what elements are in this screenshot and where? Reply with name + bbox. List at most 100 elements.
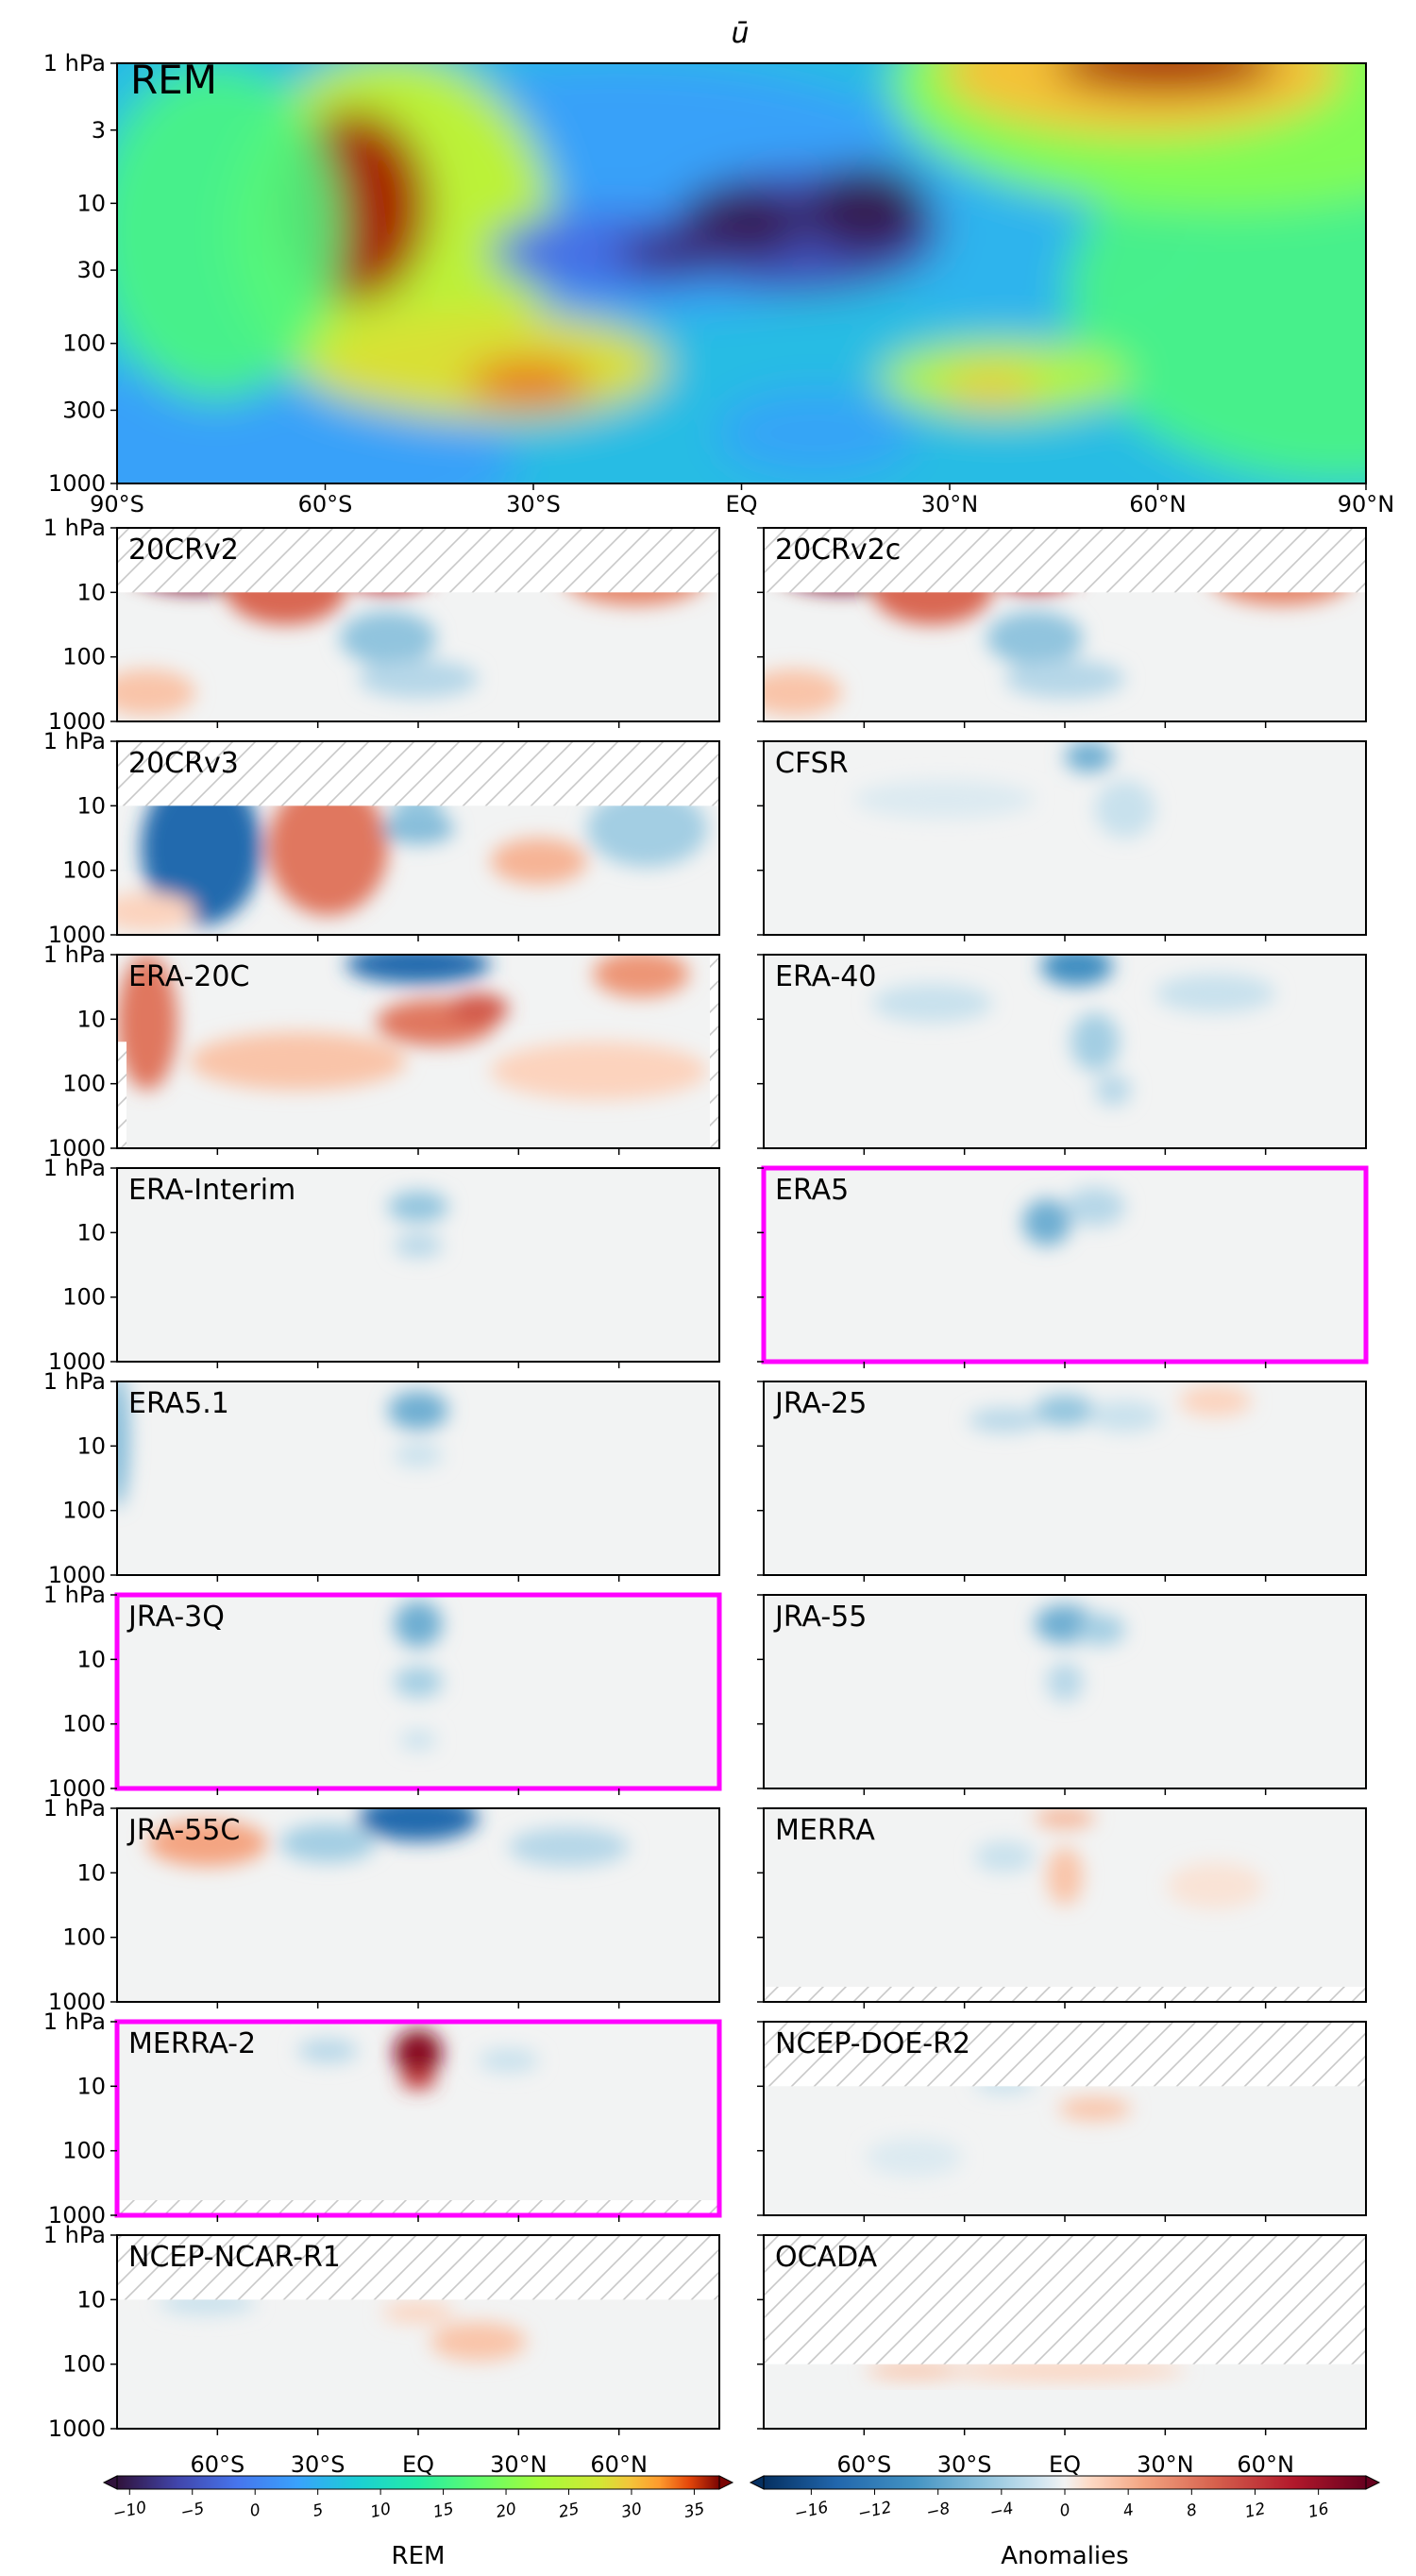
- anomaly-panel: ERA-40: [757, 954, 1367, 1155]
- rem-x-tick-label: 90°S: [90, 491, 144, 517]
- anomaly-y-tick-label: 1000: [48, 1989, 106, 2015]
- colorbar-tick-label: 8: [1185, 2500, 1199, 2521]
- rem-x-tick-label: 60°N: [1129, 491, 1187, 517]
- anomaly-panel-label: OCADA: [775, 2241, 878, 2274]
- anomaly-y-tick-label: 10: [76, 2286, 106, 2313]
- anomaly-y-tick-label: 1 hPa: [43, 728, 106, 754]
- rem-x-tick-label: 30°N: [921, 491, 979, 517]
- anomaly-y-tick-label: 1000: [48, 2415, 106, 2442]
- anomaly-panel: ERA-20C 1 hPa 10 100 1000: [43, 941, 720, 1161]
- anomaly-y-tick-label: 1000: [48, 1135, 106, 1161]
- anomaly-panel-label: 20CRv3: [128, 747, 239, 780]
- anomaly-y-tick-label: 100: [62, 1498, 106, 1524]
- anomaly-x-tick-label: 30°S: [937, 2451, 992, 2478]
- anomaly-y-tick-label: 100: [62, 1071, 106, 1097]
- colorbar-tick-label: 25: [557, 2500, 581, 2522]
- anomaly-x-tick-label: 30°N: [1137, 2451, 1194, 2478]
- anomaly-panel: CFSR: [757, 740, 1367, 941]
- anomaly-panel: ERA-Interim 1 hPa 10 100 1000: [43, 1155, 720, 1375]
- colorbar-tick-label: 10: [369, 2500, 393, 2522]
- anomaly-y-tick-label: 100: [62, 857, 106, 884]
- anomaly-y-tick-label: 10: [76, 2073, 106, 2099]
- anomaly-x-tick-label: 60°S: [836, 2451, 891, 2478]
- anomaly-panel: JRA-3Q 1 hPa 10 100 1000: [43, 1582, 722, 1802]
- anomaly-y-tick-label: 1 hPa: [43, 2222, 106, 2248]
- anomaly-y-tick-label: 100: [62, 644, 106, 670]
- anomaly-panel: JRA-25: [757, 1381, 1367, 1582]
- anomaly-y-tick-label: 100: [62, 2138, 106, 2164]
- anomaly-panel-label: JRA-3Q: [126, 1601, 225, 1634]
- colorbar-tick-label: 0: [1058, 2500, 1072, 2521]
- rem-x-tick-label: EQ: [725, 491, 757, 517]
- anomaly-y-tick-label: 100: [62, 2351, 106, 2378]
- rem-x-tick-label: 90°N: [1338, 491, 1395, 517]
- anomaly-panel-label: JRA-25: [773, 1387, 867, 1420]
- anomaly-x-tick-label: EQ: [1049, 2451, 1081, 2478]
- anomaly-y-tick-label: 10: [76, 1646, 106, 1672]
- anomaly-panel: JRA-55C 1 hPa 10 100 1000: [43, 1795, 720, 2015]
- rem-panel-label: REM: [130, 57, 217, 103]
- anomaly-y-tick-label: 10: [76, 1006, 106, 1032]
- anomaly-panel-label: ERA-20C: [128, 960, 249, 993]
- anomaly-x-axis: 60°S 30°S EQ 30°N 60°N 60°S 30°S EQ 30°N 60°N: [190, 2451, 1293, 2478]
- figure-title: ū: [731, 17, 749, 50]
- anomaly-y-tick-label: 1000: [48, 922, 106, 948]
- anomaly-y-tick-label: 1000: [48, 1562, 106, 1588]
- rem-x-tick-label: 60°S: [298, 491, 353, 517]
- anomaly-x-tick-label: 60°N: [590, 2451, 648, 2478]
- rem-y-tick-label: 1000: [48, 470, 106, 497]
- rem-y-tick-label: 3: [92, 117, 106, 144]
- anomaly-x-tick-label: 60°S: [190, 2451, 244, 2478]
- anomaly-panel-label: CFSR: [775, 747, 849, 780]
- anomaly-x-tick-label: 60°N: [1237, 2451, 1294, 2478]
- colorbar-tick-label: 0: [248, 2500, 262, 2521]
- anomaly-y-tick-label: 1 hPa: [43, 941, 106, 968]
- colorbar-tick-label: 15: [431, 2500, 455, 2522]
- anomaly-panel-label: JRA-55C: [126, 1814, 240, 1847]
- rem-y-tick-label: 300: [62, 397, 106, 423]
- anomaly-panel: ERA5: [757, 1165, 1369, 1368]
- colorbar-tick-label: 20: [495, 2500, 518, 2522]
- anomaly-x-tick-label: EQ: [402, 2451, 434, 2478]
- anomaly-panel-label: ERA-Interim: [128, 1174, 295, 1207]
- anomaly-panel-label: 20CRv2: [128, 534, 239, 567]
- anomaly-y-tick-label: 10: [76, 792, 106, 819]
- anomaly-y-tick-label: 100: [62, 1284, 106, 1311]
- colorbar-label: Anomalies: [1001, 2542, 1128, 2570]
- colorbar-tick-label: 35: [683, 2500, 706, 2522]
- anomaly-panel-label: MERRA-2: [128, 2027, 256, 2060]
- anomaly-y-tick-label: 1000: [48, 1775, 106, 1802]
- colorbar-tick-label: 5: [311, 2500, 325, 2521]
- anomaly-y-tick-label: 1 hPa: [43, 2008, 106, 2035]
- anomaly-y-tick-label: 1 hPa: [43, 1155, 106, 1181]
- anomaly-y-tick-label: 1000: [48, 708, 106, 735]
- anomaly-x-tick-label: 30°N: [490, 2451, 548, 2478]
- anomaly-panel: MERRA-2 1 hPa 10 100 1000: [43, 2008, 722, 2229]
- anomaly-x-tick-label: 30°S: [291, 2451, 346, 2478]
- rem-y-tick-label: 10: [76, 190, 106, 216]
- colorbar-tick-label: 16: [1306, 2500, 1330, 2522]
- anomaly-panel: ERA5.1 1 hPa 10 100 1000: [43, 1368, 720, 1588]
- anomaly-panel: 20CRv2 1 hPa 10 100 1000: [43, 515, 720, 735]
- anomaly-y-tick-label: 1 hPa: [43, 515, 106, 541]
- rem-y-tick-label: 100: [62, 330, 106, 357]
- anomaly-y-tick-label: 10: [76, 579, 106, 605]
- anomaly-panel-label: NCEP-DOE-R2: [775, 2027, 970, 2060]
- anomaly-y-tick-label: 10: [76, 1432, 106, 1459]
- anomaly-panel: OCADA: [757, 2234, 1367, 2435]
- anomaly-y-tick-label: 1 hPa: [43, 1368, 106, 1395]
- anomaly-y-tick-label: 1 hPa: [43, 1795, 106, 1822]
- colorbar-label: REM: [392, 2542, 446, 2570]
- anomaly-panel: JRA-55: [757, 1594, 1367, 1795]
- anomaly-y-tick-label: 1 hPa: [43, 1582, 106, 1608]
- anomaly-panel-label: ERA5: [775, 1174, 849, 1207]
- anomaly-y-tick-label: 10: [76, 1219, 106, 1246]
- anomaly-y-tick-label: 100: [62, 1711, 106, 1737]
- anomaly-panel-label: MERRA: [775, 1814, 875, 1847]
- anomaly-y-tick-label: 100: [62, 1924, 106, 1951]
- anomaly-y-tick-label: 1000: [48, 2202, 106, 2229]
